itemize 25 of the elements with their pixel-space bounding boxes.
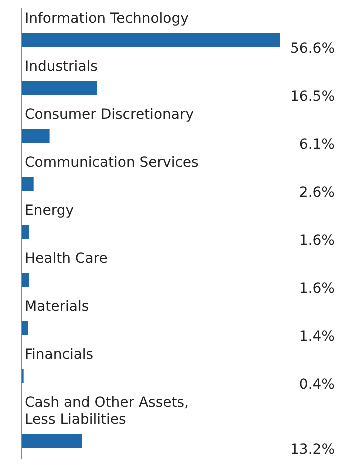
bar <box>22 321 28 335</box>
y-tick-label: Communication Services <box>25 155 199 171</box>
data-label: 6.1% <box>299 137 335 153</box>
data-label: 16.5% <box>290 89 335 105</box>
y-tick-label: Materials <box>25 299 90 315</box>
data-label: 1.6% <box>299 281 335 297</box>
y-tick-label: Cash and Other Assets, Less Liabilities <box>25 395 189 428</box>
data-label: 1.6% <box>299 233 335 249</box>
y-tick-label: Health Care <box>25 251 108 267</box>
data-label: 2.6% <box>299 185 335 201</box>
bar <box>22 33 280 47</box>
bar <box>22 129 50 143</box>
y-tick-label: Consumer Discretionary <box>25 107 194 123</box>
data-label: 0.4% <box>299 377 335 393</box>
y-tick-label: Industrials <box>25 59 98 75</box>
y-tick-label: Energy <box>25 203 74 219</box>
bar <box>22 225 30 239</box>
y-tick-label: Financials <box>25 347 94 363</box>
data-label: 1.4% <box>299 329 335 345</box>
bar <box>22 81 98 95</box>
y-tick-label: Information Technology <box>25 11 189 27</box>
data-label: 13.2% <box>290 442 335 458</box>
bar <box>22 273 30 287</box>
data-label: 56.6% <box>290 41 335 57</box>
bar <box>22 177 34 191</box>
